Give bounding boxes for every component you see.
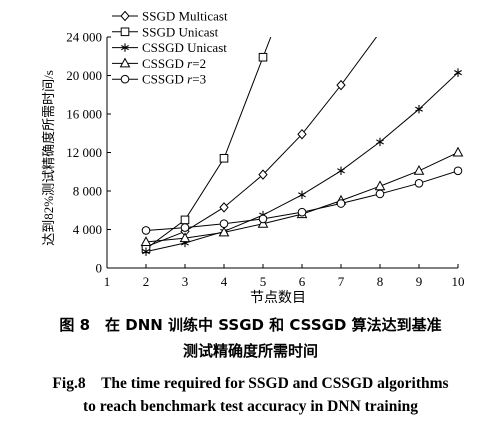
- x-axis-label: 节点数目: [250, 290, 306, 306]
- legend-label: SSGD Unicast: [142, 24, 219, 39]
- x-tick-label: 6: [299, 274, 306, 289]
- markers-layer: [140, 52, 464, 256]
- data-point: [219, 219, 229, 229]
- axes: 1 2 3 4 5 6 7 8 9 10 0 4 000 8 000 12 000 16 000 20 000…: [66, 30, 464, 290]
- y-tick-label: 20 000: [66, 68, 102, 83]
- data-point: [414, 179, 424, 188]
- series-line-4: [145, 170, 458, 231]
- legend-marker: [119, 57, 131, 68]
- y-tick-label: 0: [96, 261, 103, 276]
- data-point: [258, 52, 268, 62]
- legend-label: CSSGD r=2: [142, 56, 206, 71]
- caption-en-line1: Fig.8 The time required for SSGD and CSS…: [52, 375, 449, 392]
- caption-en-line2: to reach benchmark test accuracy in DNN …: [82, 398, 419, 415]
- data-point: [298, 190, 306, 200]
- y-tick-label: 12 000: [66, 145, 102, 160]
- x-tick-label: 7: [338, 274, 345, 289]
- x-tick-label: 9: [416, 274, 423, 289]
- series-line-2: [145, 72, 458, 253]
- x-tick-label: 2: [143, 274, 150, 289]
- legend-marker: [120, 10, 130, 22]
- legend-marker: [120, 27, 130, 37]
- data-point: [141, 226, 151, 235]
- x-tick-label: 8: [377, 274, 384, 289]
- y-tick-label: 4 000: [73, 222, 102, 237]
- caption-cn-line1: 图 8 在 DNN 训练中 SSGD 和 CSSGD 算法达到基准: [59, 316, 442, 334]
- data-point: [180, 215, 190, 225]
- x-tick-label: 1: [104, 274, 111, 289]
- data-point: [376, 137, 384, 147]
- x-tick-label: 10: [452, 274, 465, 289]
- data-point: [179, 232, 191, 243]
- data-point: [375, 189, 385, 199]
- legend-label: CSSGD Unicast: [142, 40, 227, 55]
- data-point: [142, 247, 150, 256]
- data-point: [140, 236, 152, 247]
- y-tick-label: 8 000: [73, 184, 102, 199]
- legend-marker: [120, 74, 130, 84]
- data-point: [219, 202, 229, 213]
- x-tick-label: 3: [182, 274, 189, 289]
- data-point: [413, 164, 425, 175]
- data-point: [452, 146, 464, 157]
- x-tick-label: 4: [221, 274, 228, 289]
- y-tick-label: 24 000: [66, 30, 102, 45]
- legend-label: SSGD Multicast: [142, 9, 228, 24]
- legend-marker: [121, 43, 129, 52]
- data-point: [297, 207, 307, 217]
- data-point: [180, 223, 190, 232]
- data-point: [454, 68, 462, 77]
- data-point: [258, 169, 268, 180]
- x-tick-label: 5: [260, 274, 267, 289]
- data-point: [336, 199, 346, 208]
- data-point: [297, 128, 307, 140]
- legend-label: CSSGD r=3: [142, 72, 206, 87]
- data-point: [219, 153, 229, 163]
- y-axis-label: 达到82%测试精确度所需时间/s: [41, 70, 56, 246]
- caption-cn-line2: 测试精确度所需时间: [182, 342, 318, 360]
- data-point: [218, 226, 230, 237]
- data-point: [415, 104, 423, 114]
- data-point: [374, 180, 386, 191]
- y-tick-label: 16 000: [66, 107, 102, 122]
- chart: 1 2 3 4 5 6 7 8 9 10 0 4 000 8 000 12 000 16 000 20 000…: [41, 9, 465, 307]
- data-point: [337, 166, 345, 175]
- data-point: [336, 79, 346, 91]
- data-point: [453, 166, 463, 176]
- data-point: [258, 214, 268, 224]
